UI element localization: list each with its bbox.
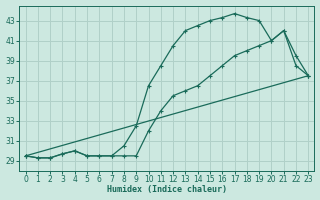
X-axis label: Humidex (Indice chaleur): Humidex (Indice chaleur) [107,185,227,194]
